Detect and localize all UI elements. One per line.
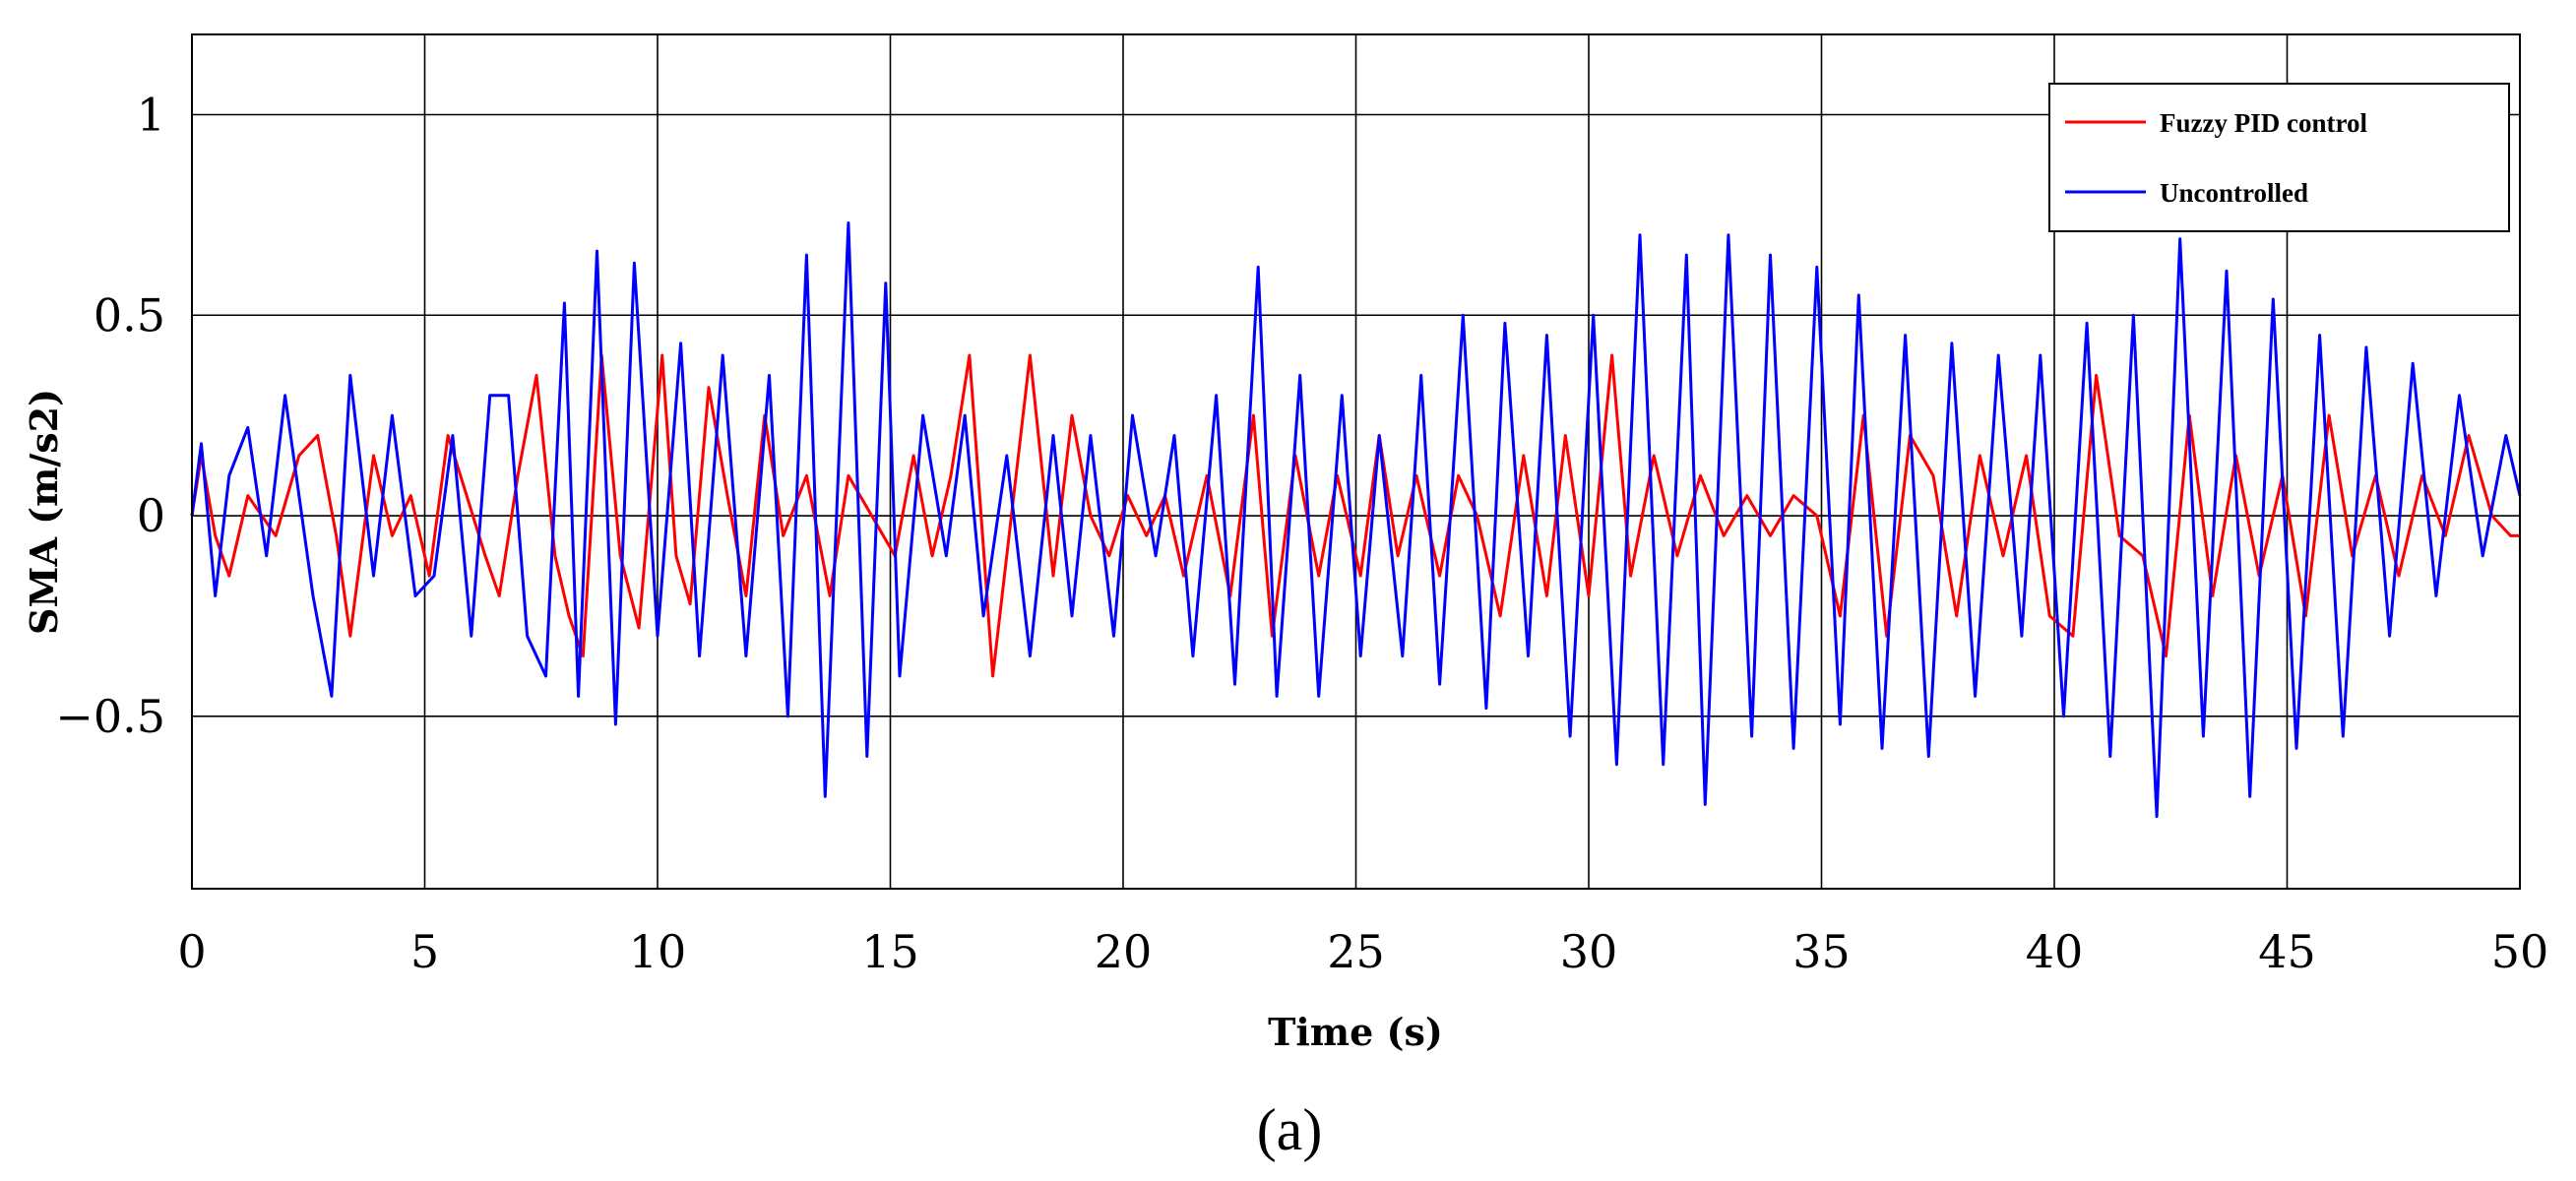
series-lines (190, 221, 2522, 819)
x-tick-label: 20 (1095, 925, 1153, 978)
series-line-fuzzy-pid (190, 353, 2520, 678)
x-tick-label: 40 (2026, 925, 2084, 978)
figure-caption: (a) (1257, 1097, 1323, 1162)
x-tick-label: 45 (2258, 925, 2316, 978)
x-tick-label: 15 (861, 925, 919, 978)
y-tick-label: 1 (137, 89, 165, 142)
x-tick-label: 10 (629, 925, 687, 978)
y-axis-title: SMA (m/s2) (22, 389, 66, 635)
plot-frame (191, 33, 2521, 890)
legend: Fuzzy PID control Uncontrolled (2048, 83, 2510, 232)
y-tick-label: 0.5 (94, 288, 165, 342)
x-tick-label: 30 (1560, 925, 1618, 978)
y-tick-labels: 1 0.5 0 −0.5 (55, 89, 165, 743)
legend-label-fuzzy-pid: Fuzzy PID control (2160, 108, 2367, 138)
series-line-uncontrolled (190, 221, 2522, 819)
legend-box (2048, 83, 2510, 232)
y-tick-label: 0 (137, 489, 165, 542)
x-tick-label: 50 (2491, 925, 2549, 978)
x-tick-label: 5 (410, 925, 439, 978)
legend-label-uncontrolled: Uncontrolled (2160, 178, 2308, 208)
y-tick-label: −0.5 (55, 690, 165, 743)
x-tick-label: 0 (177, 925, 206, 978)
x-tick-label: 25 (1327, 925, 1385, 978)
x-tick-label: 35 (1792, 925, 1851, 978)
x-tick-labels: 0 5 10 15 20 25 30 35 40 45 50 (177, 925, 2548, 978)
x-axis-title: Time (s) (1268, 1010, 1443, 1054)
